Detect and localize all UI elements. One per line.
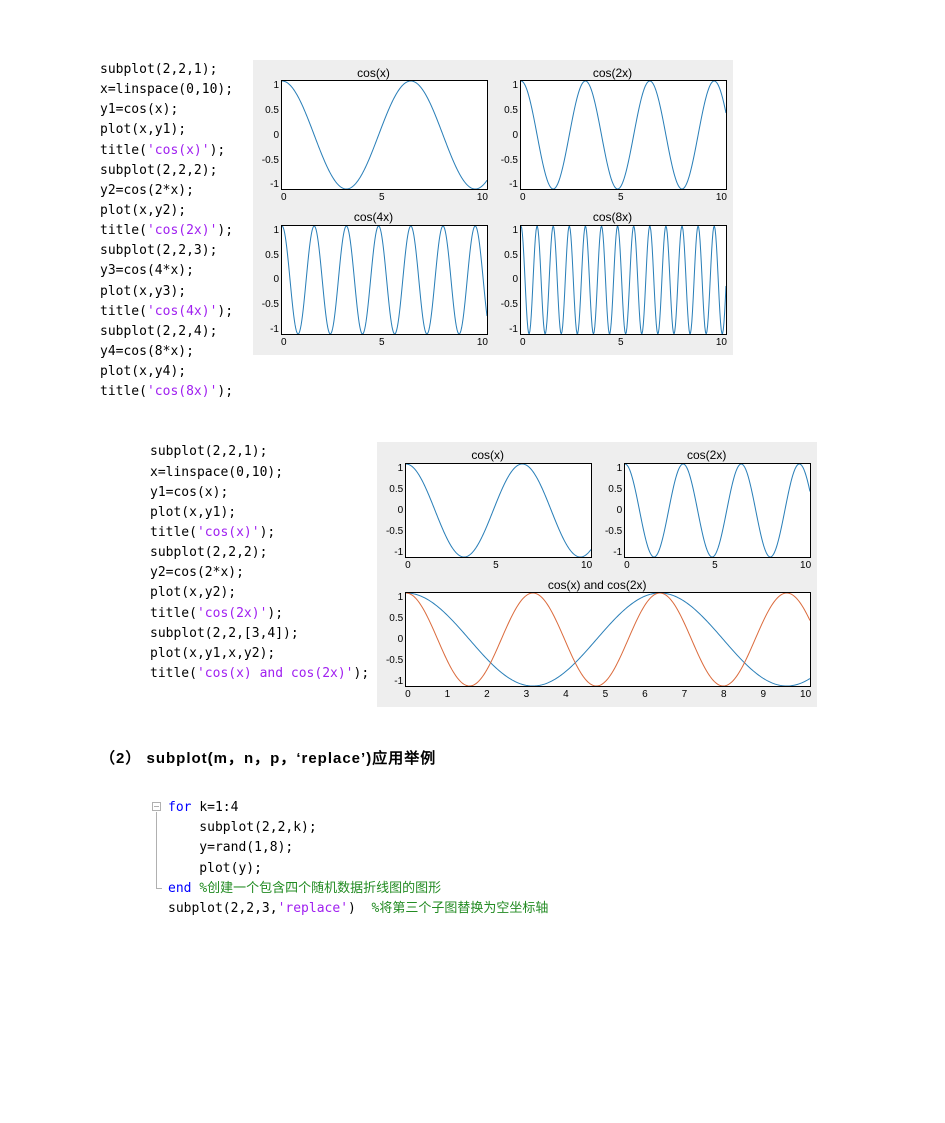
y-ticks: 10.50-0.5-1 — [383, 463, 403, 558]
subplot: cos(x)10.50-0.5-10510 — [259, 66, 488, 204]
x-ticks: 0510 — [520, 192, 727, 204]
subplot-title: cos(x) and cos(2x) — [383, 578, 811, 592]
subplot: cos(x) and cos(2x)10.50-0.5-101234567891… — [383, 578, 811, 701]
example-1-code: subplot(2,2,1);x=linspace(0,10);y1=cos(x… — [100, 60, 245, 402]
subplot: cos(8x)10.50-0.5-10510 — [498, 210, 727, 348]
y-ticks: 10.50-0.5-1 — [602, 463, 622, 558]
subplot-title: cos(x) — [383, 448, 592, 462]
axes — [624, 463, 811, 558]
y-ticks: 10.50-0.5-1 — [498, 80, 518, 190]
example-2-figure: cos(x)10.50-0.5-10510cos(2x)10.50-0.5-10… — [377, 442, 817, 707]
x-ticks: 0510 — [624, 560, 811, 572]
axes — [405, 592, 811, 687]
section-heading: （2） subplot(m，n，p，‘replace’)应用举例 — [100, 747, 845, 768]
subplot-title: cos(x) — [259, 66, 488, 80]
axes — [405, 463, 592, 558]
y-ticks: 10.50-0.5-1 — [259, 80, 279, 190]
axes — [520, 225, 727, 335]
example-2-row: subplot(2,2,1);x=linspace(0,10);y1=cos(x… — [150, 442, 845, 707]
x-ticks: 0510 — [281, 192, 488, 204]
example-1-figure: cos(x)10.50-0.5-10510cos(2x)10.50-0.5-10… — [253, 60, 733, 355]
axes — [281, 225, 488, 335]
axes — [281, 80, 488, 190]
subplot: cos(4x)10.50-0.5-10510 — [259, 210, 488, 348]
subplot: cos(2x)10.50-0.5-10510 — [498, 66, 727, 204]
y-ticks: 10.50-0.5-1 — [259, 225, 279, 335]
subplot-title: cos(4x) — [259, 210, 488, 224]
example-3-code: for k=1:4 subplot(2,2,k); y=rand(1,8); p… — [150, 798, 845, 919]
example-2-code: subplot(2,2,1);x=linspace(0,10);y1=cos(x… — [150, 442, 369, 684]
axes — [520, 80, 727, 190]
example-1-row: subplot(2,2,1);x=linspace(0,10);y1=cos(x… — [100, 60, 845, 402]
subplot-title: cos(2x) — [602, 448, 811, 462]
x-ticks: 0510 — [405, 560, 592, 572]
x-ticks: 0510 — [281, 337, 488, 349]
y-ticks: 10.50-0.5-1 — [498, 225, 518, 335]
subplot-title: cos(8x) — [498, 210, 727, 224]
x-ticks: 012345678910 — [405, 689, 811, 701]
subplot: cos(x)10.50-0.5-10510 — [383, 448, 592, 571]
y-ticks: 10.50-0.5-1 — [383, 592, 403, 687]
x-ticks: 0510 — [520, 337, 727, 349]
subplot-title: cos(2x) — [498, 66, 727, 80]
subplot: cos(2x)10.50-0.5-10510 — [602, 448, 811, 571]
